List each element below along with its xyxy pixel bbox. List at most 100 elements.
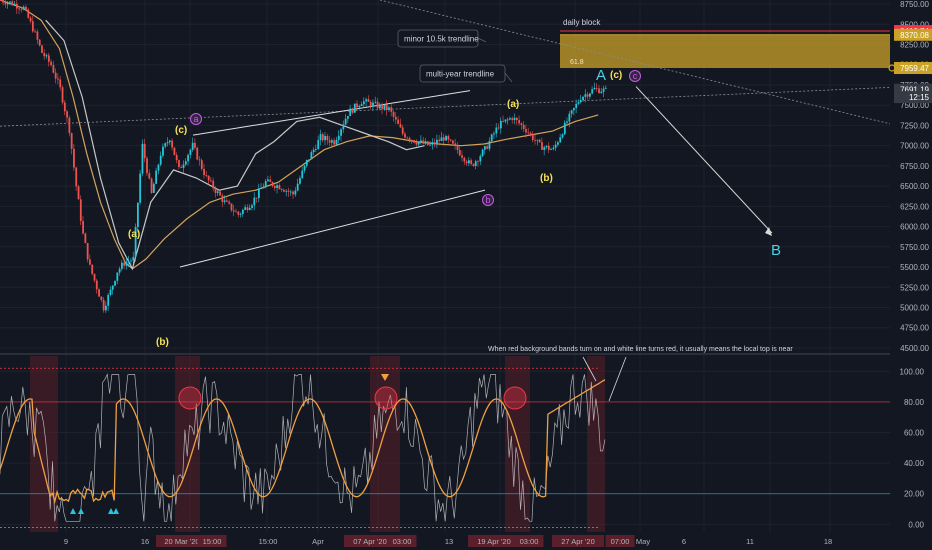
wave-label-a-paren-1: (a): [128, 229, 140, 240]
candle-body: [456, 145, 459, 150]
time-tick-label: 13: [445, 537, 453, 546]
candle-body: [253, 197, 256, 206]
projection-arrow: [635, 86, 773, 234]
candle-body: [550, 149, 553, 150]
candle-body: [488, 141, 491, 149]
multiyear-trendline-label: multi-year trendline: [426, 70, 495, 79]
candle-body: [127, 261, 130, 263]
candle-body: [381, 104, 384, 110]
time-tick-label: 9: [64, 537, 68, 546]
candle-body: [2, 0, 5, 3]
candle-body: [541, 142, 543, 150]
candle-body: [267, 179, 269, 182]
candle-body: [18, 8, 21, 10]
candle-body: [287, 190, 290, 192]
candle-body: [408, 138, 411, 140]
candle-body: [470, 160, 473, 164]
candle-body: [196, 147, 199, 160]
candle-body: [413, 140, 416, 143]
candle-body: [162, 146, 164, 156]
candle-body: [50, 61, 53, 66]
annotation-layer: minor 10.5k trendline multi-year trendlin…: [128, 29, 781, 348]
candle-body: [77, 186, 80, 200]
candle-body: [242, 209, 244, 214]
candle-body: [198, 159, 201, 161]
wave-label-a-circle-ring: [190, 113, 202, 125]
wave-label-A: A: [596, 67, 606, 84]
candle-body: [38, 39, 41, 46]
candle-body: [328, 140, 331, 143]
candle-body: [490, 134, 493, 142]
candle-body: [239, 213, 242, 215]
candle-body: [6, 2, 9, 5]
candle-body: [600, 91, 603, 94]
time-tick-label: 15:00: [259, 537, 278, 546]
wave-label-b-paren-2: (b): [540, 173, 553, 184]
osc-red-band: [587, 356, 605, 532]
candle-body: [317, 140, 320, 150]
candle-body: [276, 185, 279, 188]
price-tick-label: 7000.00: [900, 142, 929, 151]
candle-body: [331, 140, 333, 143]
candle-body: [358, 105, 361, 108]
candle-body: [353, 103, 356, 113]
price-tick-label: 4500.00: [900, 344, 929, 353]
oscillator-note: When red background bands turn on and wh…: [488, 346, 793, 353]
candle-body: [589, 93, 591, 97]
candle-body: [139, 173, 142, 203]
candle-body: [173, 147, 176, 155]
candle-body: [388, 107, 390, 110]
candle-body: [344, 118, 347, 125]
candle-body: [552, 147, 555, 150]
candle-body: [264, 181, 267, 187]
candle-body: [525, 128, 527, 133]
wave-label-a-paren-2: (a): [507, 99, 519, 110]
time-label-highlight: [514, 535, 544, 547]
multiyear-trendline: [0, 86, 891, 127]
candle-body: [121, 262, 123, 269]
price-tag-label: 8370.08: [900, 31, 929, 40]
candle-body: [91, 264, 94, 274]
candle-body: [9, 1, 11, 3]
candle-body: [479, 156, 482, 162]
candle-body: [223, 200, 226, 202]
candle-body: [178, 160, 180, 168]
oscillator-red-bands: [30, 356, 605, 532]
candle-body: [351, 108, 354, 113]
candle-body: [484, 146, 486, 150]
candle-body: [335, 139, 338, 145]
candle-body: [474, 161, 477, 166]
candle-body: [68, 117, 71, 134]
candle-body: [547, 145, 550, 150]
candle-body: [15, 3, 18, 9]
minor-label-tail: [477, 37, 487, 43]
candle-body: [584, 94, 587, 97]
candle-body: [171, 140, 174, 148]
candle-body: [189, 149, 192, 155]
candle-body: [107, 294, 110, 306]
candle-body: [93, 273, 96, 281]
candle-body: [11, 1, 14, 6]
candle-body: [497, 127, 500, 129]
candle-body: [251, 205, 253, 208]
trendline-layer: [0, 0, 891, 268]
alert-marker: [888, 64, 896, 72]
candle-body: [449, 139, 452, 141]
candle-body: [431, 142, 434, 145]
candle-body: [283, 190, 285, 192]
price-tag: [894, 62, 932, 75]
time-label-highlight: [552, 535, 604, 547]
candle-body: [29, 17, 32, 22]
osc-up-triangle: [113, 508, 119, 514]
price-tick-label: 5750.00: [900, 243, 929, 252]
candle-body: [369, 101, 372, 107]
osc-tick-label: 40.00: [904, 459, 925, 468]
candle-body: [244, 207, 247, 210]
candle-body: [538, 139, 541, 143]
candle-body: [315, 149, 317, 150]
osc-red-band: [505, 356, 530, 532]
candle-body: [367, 99, 370, 102]
wave-label-a-circle: a: [193, 114, 198, 124]
